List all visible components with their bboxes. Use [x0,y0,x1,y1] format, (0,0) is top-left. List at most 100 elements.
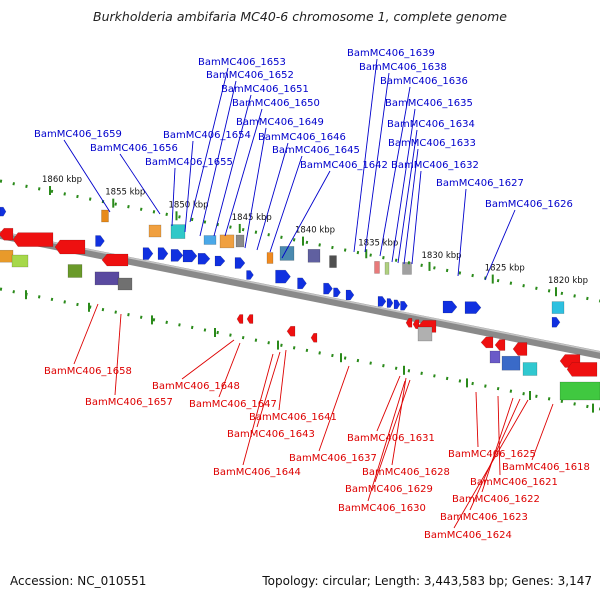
scale-label: 1820 kbp [548,276,588,286]
summary-text: Topology: circular; Length: 3,443,583 bp… [262,574,592,588]
forward-gene-label: BamMC406_1659 [34,129,122,140]
forward-gene-connector [199,80,237,237]
forward-gene-label: BamMC406_1646 [258,132,346,143]
forward-gene-connector [353,58,378,253]
reverse-gene-connector [374,379,411,483]
scale-layer: 1860 kbp 1855 kbp 1850 kbp 1845 kbp 1840 kbp… [0,175,600,413]
reverse-gene-arrow [246,314,254,324]
feature-box [501,355,521,371]
reverse-gene-label: BamMC406_1621 [470,477,558,488]
reverse-gene-connector [453,399,529,529]
reverse-gene-arrow [512,342,528,356]
forward-gene-label: BamMC406_1652 [206,70,294,81]
feature-box [402,262,412,275]
forward-gene-arrow [275,269,291,284]
reverse-gene-arrow [494,339,506,351]
forward-gene-arrow [333,287,341,298]
feature-box [279,246,295,261]
reverse-gene-label: BamMC406_1658 [44,366,132,377]
reverse-gene-label: BamMC406_1631 [347,433,435,444]
forward-gene-label: BamMC406_1633 [388,138,476,149]
feature-box [203,235,217,245]
forward-gene-connector [119,153,161,215]
backbone-band [0,231,600,359]
feature-box [170,224,186,239]
reverse-gene-arrow [566,362,598,377]
forward-gene-label: BamMC406_1638 [359,62,447,73]
feature-box [384,262,390,275]
feature-box [101,209,109,223]
feature-box [266,252,274,264]
reverse-gene-arrow [12,232,54,247]
reverse-gene-label: BamMC406_1648 [152,381,240,392]
forward-gene-connector [457,188,467,277]
reverse-gene-arrow [54,239,86,255]
reverse-gene-arrow [286,325,296,337]
scale-label: 1830 kbp [422,251,462,261]
feature-box [219,234,235,249]
feature-box [307,249,321,263]
feature-layer [0,206,600,401]
forward-gene-label: BamMC406_1635 [385,98,473,109]
reverse-gene-label: BamMC406_1618 [502,462,590,473]
forward-gene-arrow [297,277,307,290]
forward-gene-arrow [142,247,154,260]
reverse-gene-connector [475,391,479,448]
forward-gene-arrow [170,249,184,262]
reverse-gene-label: BamMC406_1628 [362,467,450,478]
feature-box [235,234,245,248]
reverse-gene-label: BamMC406_1625 [448,449,536,460]
forward-gene-connector [244,127,267,249]
forward-gene-connector [224,108,263,237]
reverse-gene-arrow [310,333,318,343]
feature-box [117,277,133,291]
reverse-gene-connector [256,351,281,428]
reverse-gene-connector [218,342,241,398]
reverse-gene-arrow [101,253,129,267]
forward-gene-label: BamMC406_1626 [485,199,573,210]
feature-box [417,326,433,342]
forward-gene-label: BamMC406_1649 [236,117,324,128]
reverse-gene-arrow [236,314,244,324]
forward-gene-connector [184,140,194,233]
forward-gene-arrow [345,289,355,301]
forward-gene-arrow [157,247,169,260]
forward-gene-arrow [464,301,482,314]
forward-gene-label: BamMC406_1655 [145,157,233,168]
forward-gene-arrow [95,235,105,247]
scale-label: 1855 kbp [105,188,145,198]
reverse-gene-connector [376,375,401,432]
forward-gene-connector [256,142,289,251]
label-layer: BamMC406_1659 BamMC406_1656 BamMC406_1655 B… [34,48,590,541]
reverse-gene-connector [469,398,521,511]
reverse-gene-label: BamMC406_1643 [227,429,315,440]
feature-box [94,271,120,286]
scale-label: 1850 kbp [169,200,209,210]
forward-gene-arrow [323,282,333,295]
feature-box [489,350,501,364]
forward-gene-connector [171,167,176,227]
forward-gene-label: BamMC406_1632 [391,160,479,171]
forward-gene-connector [189,67,229,223]
forward-gene-connector [281,170,331,259]
forward-gene-connector [397,129,418,264]
reverse-gene-arrow [405,318,413,328]
reverse-gene-label: BamMC406_1647 [189,399,277,410]
reverse-gene-connector [278,349,287,411]
forward-gene-label: BamMC406_1627 [436,178,524,189]
forward-gene-connector [63,139,111,213]
reverse-gene-arrow [0,227,14,241]
scale-label: 1835 kbp [358,238,398,248]
feature-box [0,249,14,263]
forward-gene-label: BamMC406_1636 [380,76,468,87]
feature-box [551,301,565,314]
reverse-gene-connector [481,397,514,493]
reverse-gene-connector [73,303,99,365]
reverse-gene-label: BamMC406_1622 [452,494,540,505]
forward-gene-arrow [551,316,561,328]
reverse-gene-label: BamMC406_1644 [213,467,301,478]
forward-gene-label: BamMC406_1654 [163,130,251,141]
forward-gene-arrow [0,206,7,217]
reverse-gene-connector [114,313,122,396]
